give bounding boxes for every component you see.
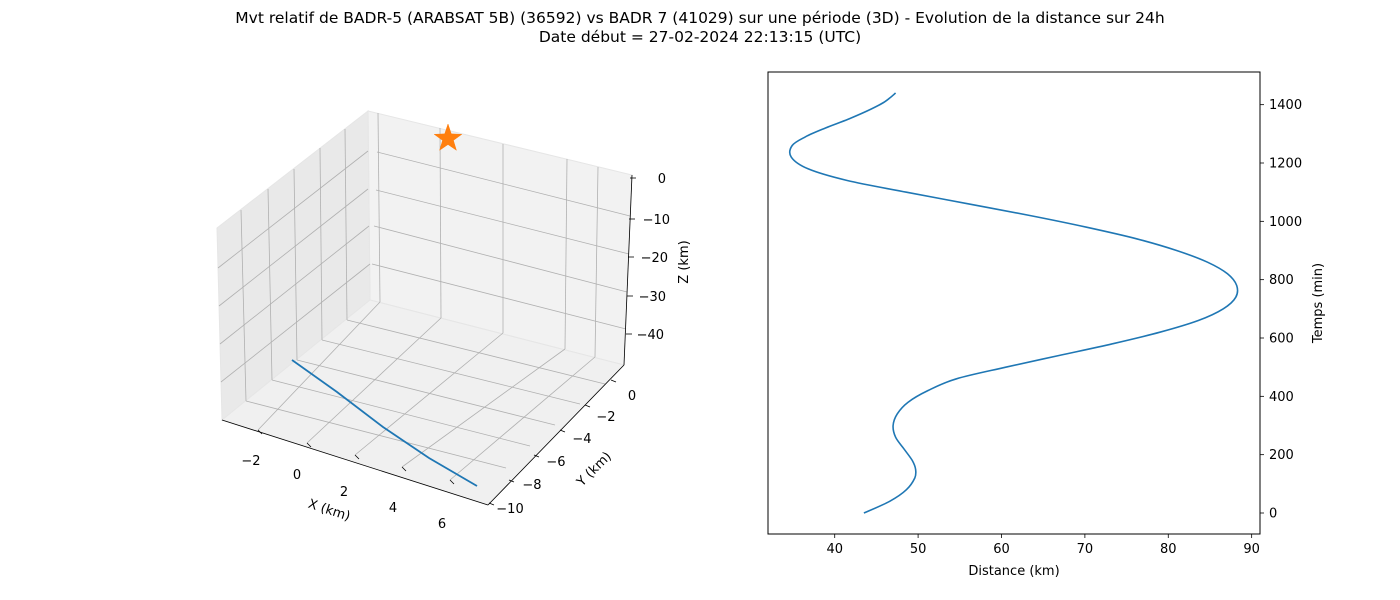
star-marker (433, 123, 463, 151)
y-tick-label: 0 (628, 389, 636, 404)
y-axis-label: Y (km) (574, 449, 615, 490)
x-tick-label: 4 (389, 501, 397, 516)
z-tick-label: −30 (639, 290, 666, 305)
plot-frame (767, 71, 1261, 535)
y-tick-label: 1000 (1269, 215, 1302, 230)
grid-back (371, 112, 631, 358)
y-tick-label: 0 (1269, 507, 1277, 522)
distance-curve (789, 92, 1239, 514)
z-tick-labels: 0 −10 −20 −30 −40 (637, 172, 670, 343)
x-tick-label: 40 (826, 542, 843, 557)
y-tick-label: 200 (1269, 448, 1294, 463)
y-tick-label: −2 (596, 410, 615, 425)
x-tick-label: 70 (1077, 542, 1094, 557)
y-tick-label: −10 (496, 502, 523, 517)
grid-left (217, 128, 371, 402)
x-axis-label: X (km) (306, 497, 352, 525)
z-tick-label: 0 (658, 172, 666, 187)
y-axis-label-time: Temps (min) (1311, 263, 1326, 344)
z-axis-line (623, 174, 633, 366)
trajectory-line (291, 359, 478, 487)
plot-distance-vs-time: 40 50 60 70 80 90 0 200 400 600 800 1000 1200 1400 Di… (767, 71, 1326, 579)
y-tick-label: 800 (1269, 273, 1294, 288)
x-tick-label: 50 (910, 542, 927, 557)
z-tick-label: −40 (637, 328, 664, 343)
x-tick-label: 0 (293, 468, 301, 483)
x-tick-label: 90 (1243, 542, 1260, 557)
grid-floor (245, 301, 606, 481)
y-tick-label: −4 (572, 432, 591, 447)
z-tick-label: −20 (641, 251, 668, 266)
x-tick-label: 80 (1160, 542, 1177, 557)
x-tick-label: 2 (340, 485, 348, 500)
x-tick-label: 6 (438, 517, 446, 532)
y-axis-line (487, 364, 625, 506)
z-axis-label: Z (km) (677, 240, 692, 283)
ticks-2d: 40 50 60 70 80 90 0 200 400 600 800 1000 1200 1400 (826, 98, 1302, 557)
x-tick-label: 60 (993, 542, 1010, 557)
y-tick-label: 600 (1269, 332, 1294, 347)
x-axis-label-distance: Distance (km) (968, 564, 1059, 579)
x-axis-line (221, 419, 489, 506)
z-tick-label: −10 (643, 213, 670, 228)
plot-3d-relative-motion: −2 0 2 4 6 0 −2 −4 −6 −8 −10 0 −10 −20 −… (216, 109, 692, 532)
y-tick-label: 1200 (1269, 157, 1302, 172)
y-tick-label: 400 (1269, 390, 1294, 405)
figure-title-line1: Mvt relatif de BADR-5 (ARABSAT 5B) (3659… (235, 9, 1165, 27)
y-tick-label: 1400 (1269, 98, 1302, 113)
y-tick-labels: 0 −2 −4 −6 −8 −10 (496, 389, 636, 517)
x-tick-labels: −2 0 2 4 6 (241, 454, 446, 532)
y-tick-label: −8 (522, 478, 541, 493)
figure-title-line2: Date début = 27-02-2024 22:13:15 (UTC) (538, 28, 862, 46)
figure-title: Mvt relatif de BADR-5 (ARABSAT 5B) (3659… (0, 9, 1400, 47)
axes-3d (221, 174, 636, 506)
y-tick-label: −6 (546, 455, 565, 470)
x-tick-label: −2 (241, 454, 260, 469)
